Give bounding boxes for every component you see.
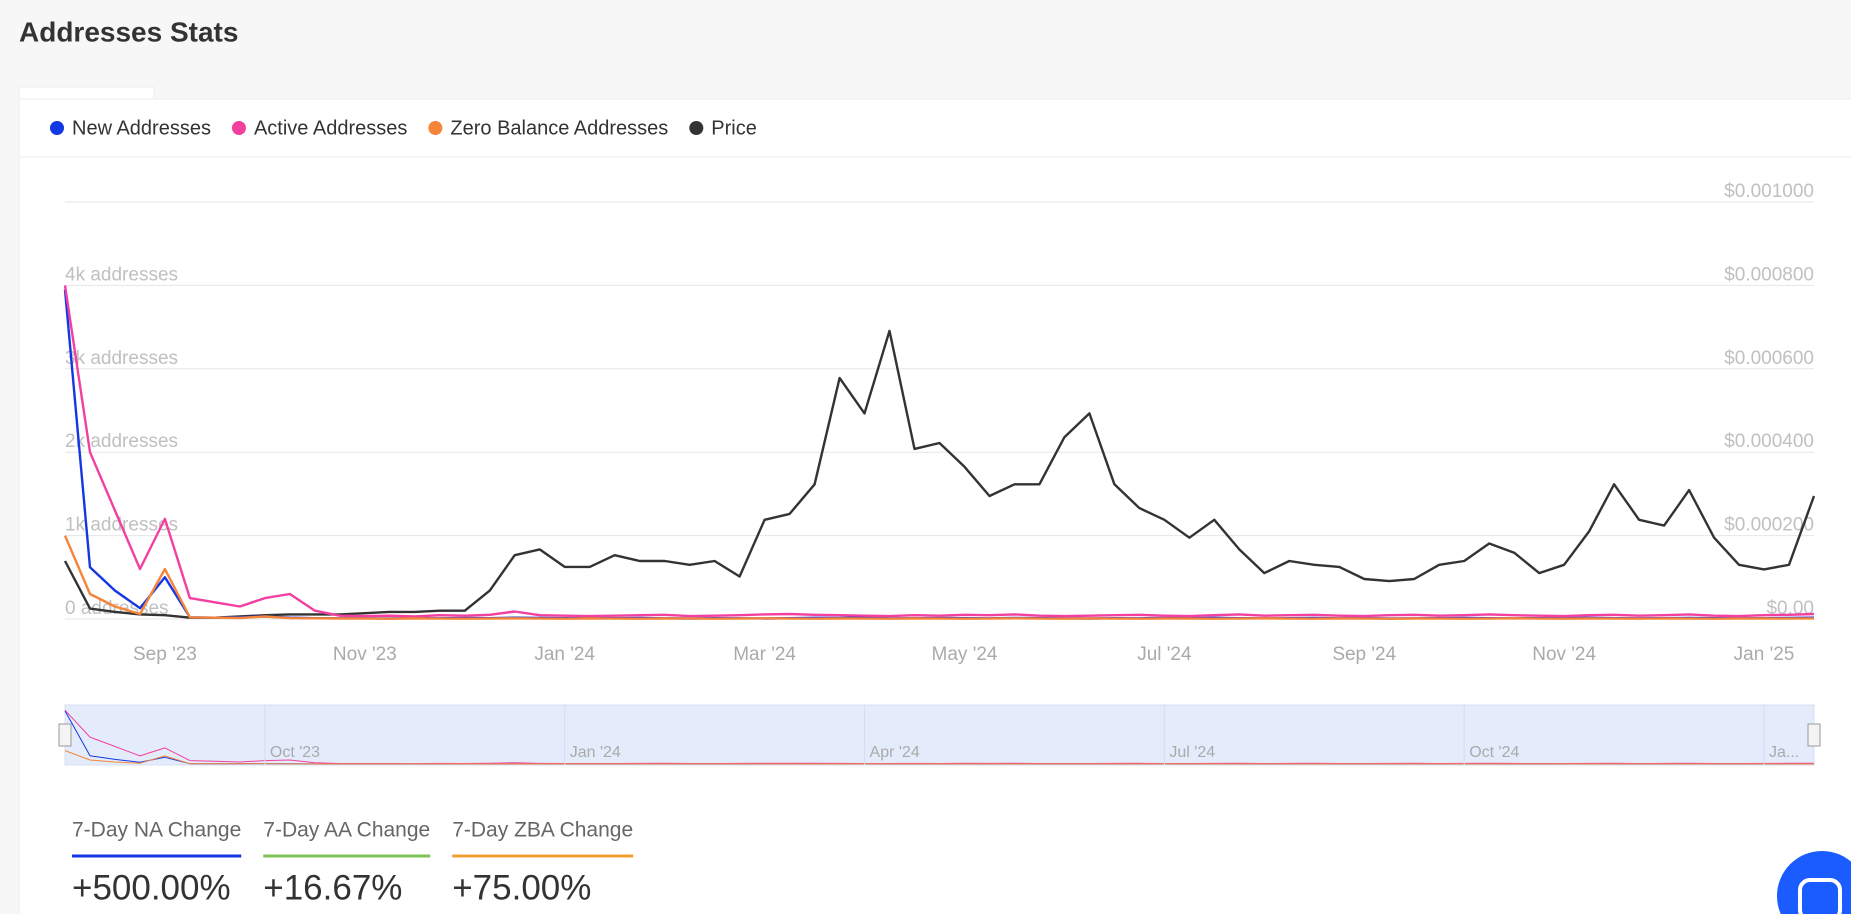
x-tick-label: Nov '24 xyxy=(1532,644,1596,665)
y2-tick-label: $0.000200 xyxy=(1724,515,1814,536)
legend-marker xyxy=(428,121,443,135)
legend-marker xyxy=(231,121,246,135)
navigator-label: Jul '24 xyxy=(1169,744,1215,761)
x-tick-label: Sep '24 xyxy=(1332,644,1396,665)
navigator-label: Oct '24 xyxy=(1469,744,1519,761)
card xyxy=(18,98,1851,914)
y2-tick-label: $0.000400 xyxy=(1724,431,1814,452)
x-tick-label: Jul '24 xyxy=(1137,644,1192,665)
navigator-label: Apr '24 xyxy=(870,744,920,761)
y-tick-label: 4k addresses xyxy=(65,264,178,285)
legend-marker xyxy=(689,121,704,135)
x-tick-label: May '24 xyxy=(932,644,998,665)
y2-tick-label: $0.000800 xyxy=(1724,264,1814,285)
x-tick-label: Sep '23 xyxy=(133,644,197,665)
legend-label[interactable]: Zero Balance Addresses xyxy=(450,117,668,139)
series-line xyxy=(63,535,1815,620)
legend-label[interactable]: New Addresses xyxy=(72,117,211,139)
y-tick-label: 2k addresses xyxy=(65,431,178,452)
stat-value: +16.67% xyxy=(263,868,402,907)
series-line xyxy=(64,750,1814,765)
x-tick-label: Jan '24 xyxy=(534,644,595,665)
x-tick-label: Nov '23 xyxy=(333,644,397,665)
stat-value: +75.00% xyxy=(452,868,591,907)
navigator-label: Ja... xyxy=(1769,744,1799,761)
chat-button[interactable] xyxy=(1777,851,1851,914)
stat-label: 7-Day NA Change xyxy=(72,819,241,842)
navigator-handle[interactable] xyxy=(58,723,72,747)
y2-tick-label: $0.000600 xyxy=(1724,348,1814,369)
series-line xyxy=(63,329,1816,619)
navigator-handle[interactable] xyxy=(1807,723,1821,747)
navigator[interactable] xyxy=(64,704,1815,766)
chat-icon xyxy=(1798,878,1842,914)
page-title: Addresses Stats xyxy=(19,16,238,47)
legend-label[interactable]: Price xyxy=(711,117,757,139)
stat-label: 7-Day ZBA Change xyxy=(452,819,633,842)
navigator-label: Jan '24 xyxy=(570,744,621,761)
y-tick-label: 3k addresses xyxy=(65,348,178,369)
stat-label: 7-Day AA Change xyxy=(263,819,430,842)
stats: 7-Day NA Change +500.00% 7-Day AA Change +1… xyxy=(72,819,634,907)
stat-value: +500.00% xyxy=(72,868,231,907)
x-tick-label: Mar '24 xyxy=(733,644,796,665)
x-tick-label: Jan '25 xyxy=(1734,644,1795,665)
legend-label[interactable]: Active Addresses xyxy=(254,117,407,139)
legend-marker xyxy=(50,121,64,135)
navigator-label: Oct '23 xyxy=(270,744,320,761)
series-line xyxy=(63,285,1815,618)
y2-tick-label: $0.001000 xyxy=(1724,181,1814,202)
